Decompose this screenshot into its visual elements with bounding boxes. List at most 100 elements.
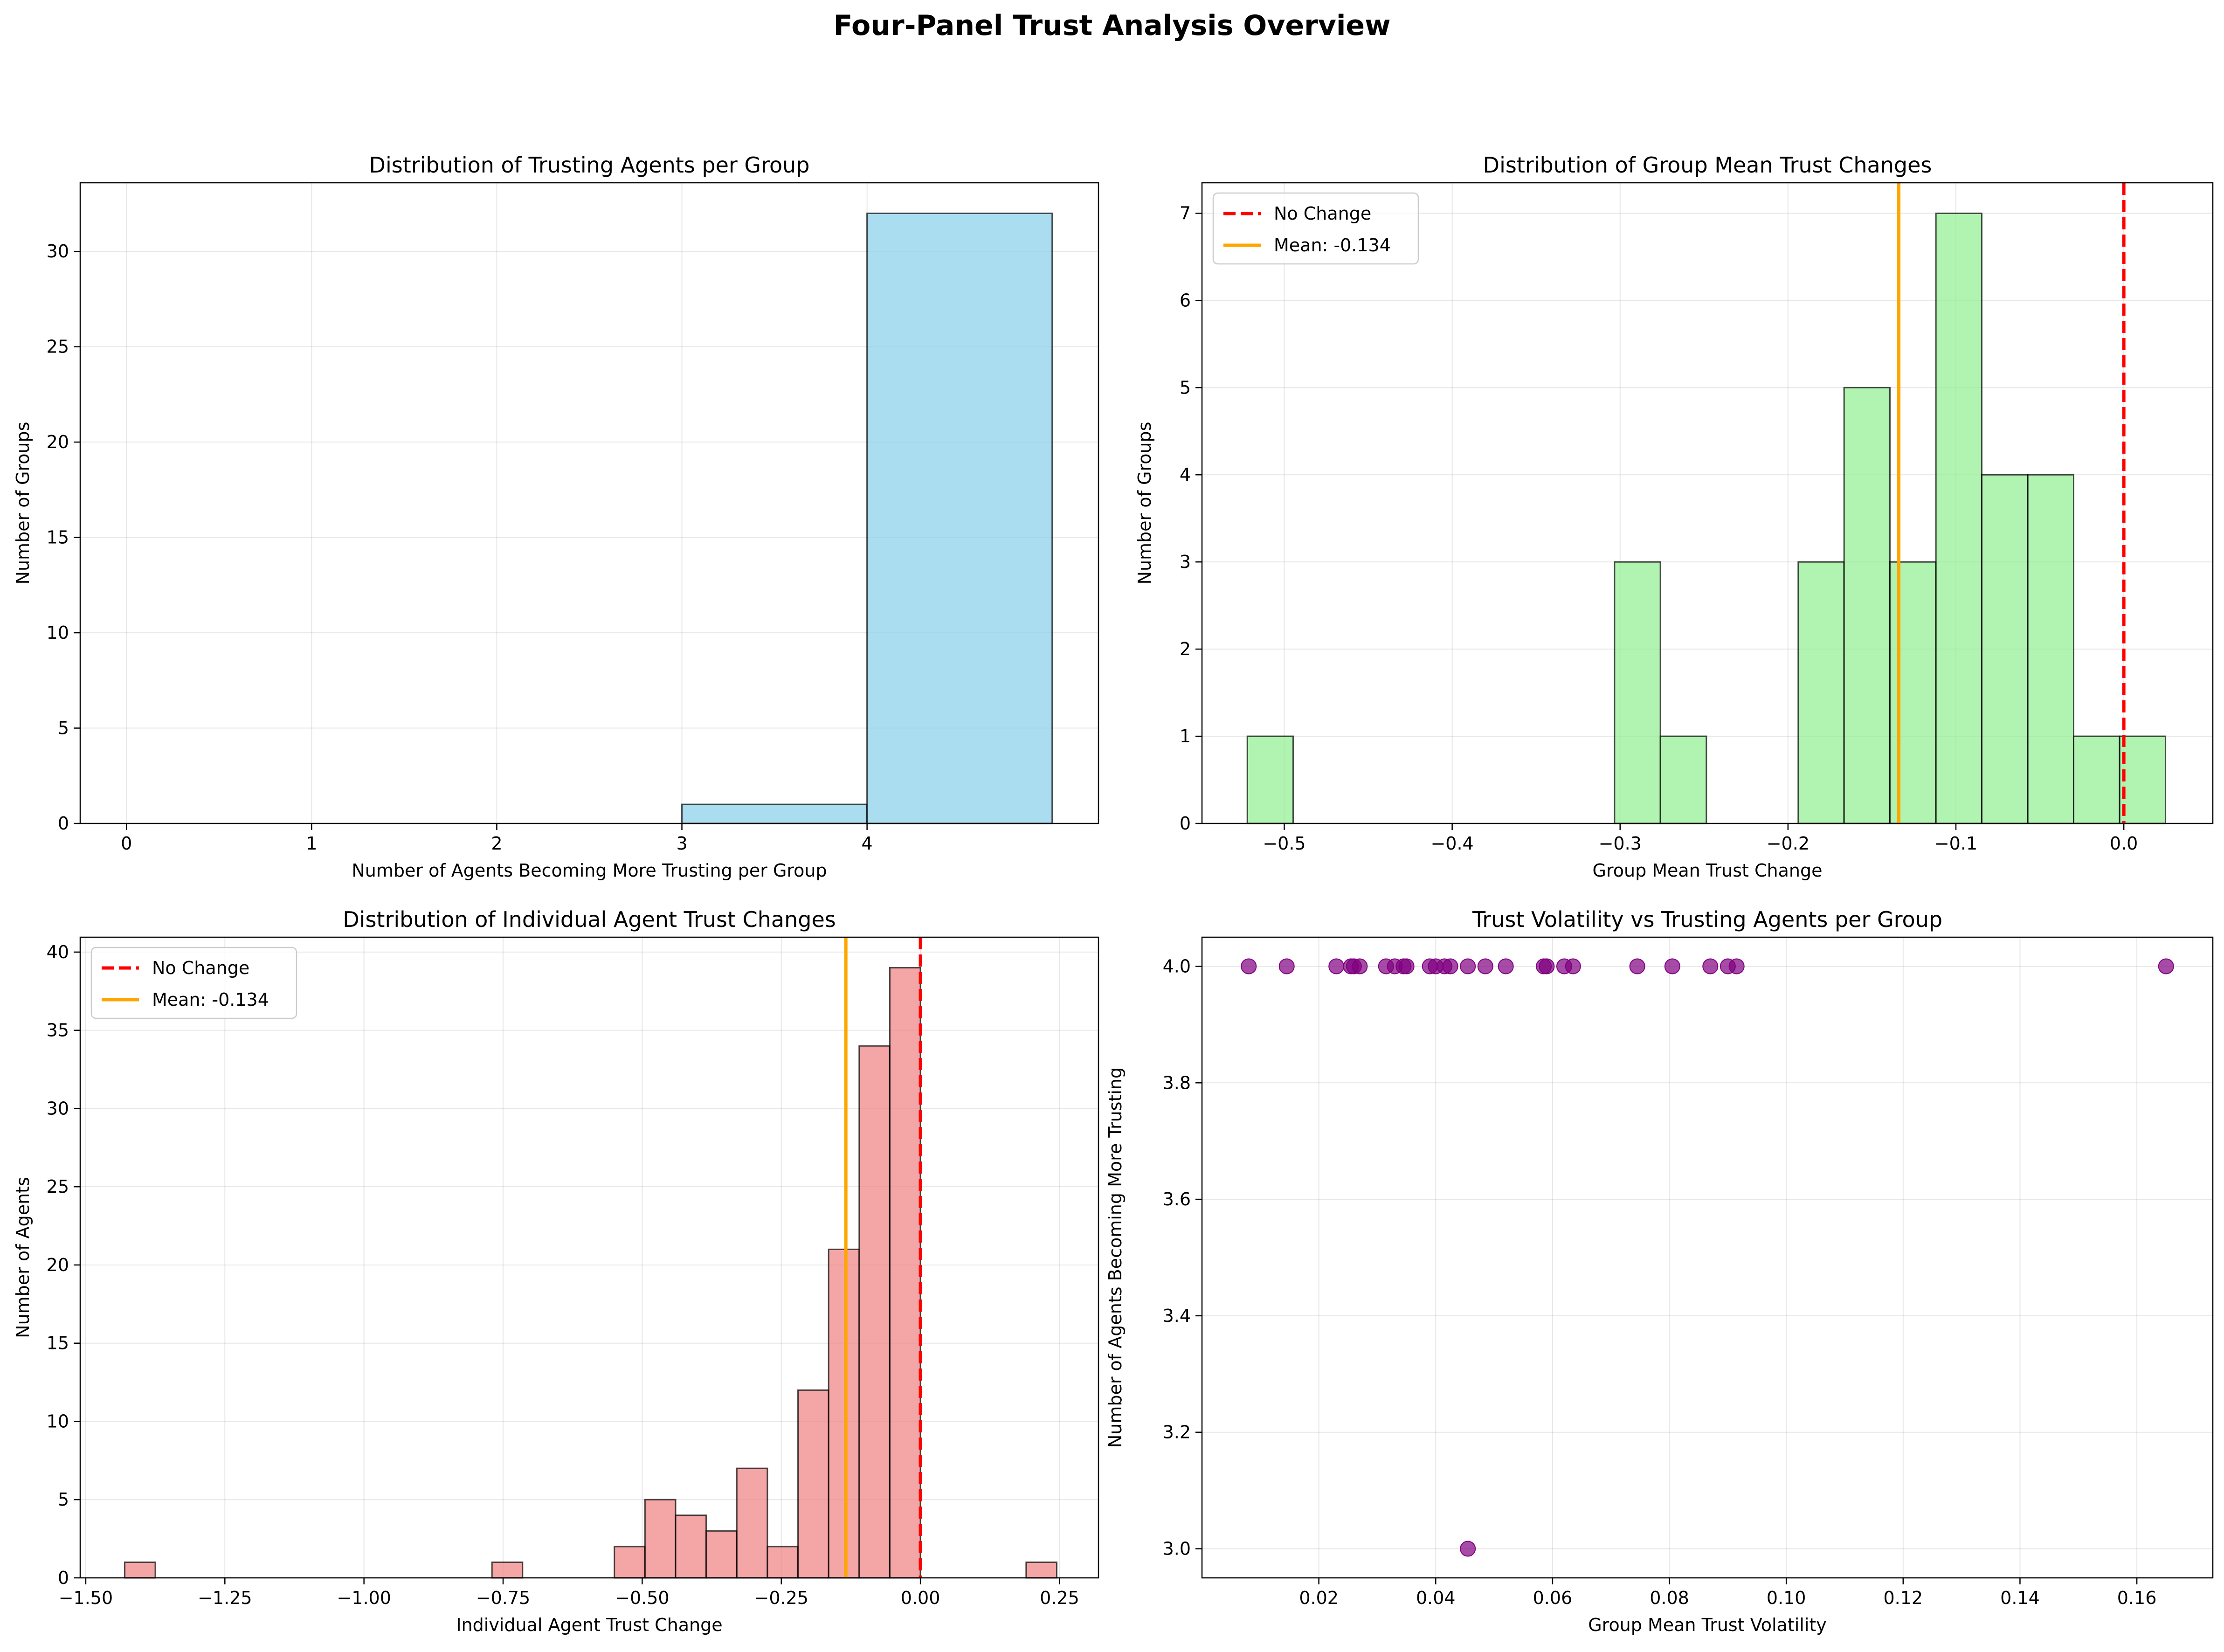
panel-title: Distribution of Individual Agent Trust C… <box>343 907 836 932</box>
x-tick-label: 0.12 <box>1884 1588 1923 1608</box>
y-tick-label: 30 <box>47 1098 69 1119</box>
x-tick-label: −0.25 <box>754 1588 808 1608</box>
x-tick-label: 0.04 <box>1416 1588 1456 1608</box>
y-tick-label: 4.0 <box>1163 956 1191 976</box>
histogram-bar <box>767 1546 799 1579</box>
histogram-bar <box>797 1389 829 1579</box>
x-tick-label: −0.5 <box>1263 833 1305 854</box>
x-tick-label: 4 <box>862 833 873 854</box>
x-tick-label: 2 <box>491 833 502 854</box>
scatter-point <box>1352 958 1368 975</box>
scatter-point <box>1565 958 1581 975</box>
axes-frame <box>79 936 1099 1579</box>
histogram-bar <box>828 1248 860 1579</box>
panel-title: Distribution of Group Mean Trust Changes <box>1483 152 1932 178</box>
histogram-bar <box>1659 735 1707 824</box>
axes-frame <box>1201 936 2214 1579</box>
y-tick-label: 3.2 <box>1163 1422 1191 1443</box>
legend-label: No Change <box>1274 203 1371 224</box>
x-tick-label: 0.25 <box>1040 1588 1079 1608</box>
y-tick-label: 3.4 <box>1163 1306 1191 1326</box>
histogram-bar <box>2027 474 2074 824</box>
y-tick-label: 5 <box>58 718 69 739</box>
scatter-point <box>1539 958 1555 975</box>
x-tick-label: 1 <box>306 833 317 854</box>
y-tick-label: 10 <box>47 622 69 643</box>
histogram-bar <box>705 1530 738 1579</box>
y-tick-label: 0 <box>58 1568 69 1588</box>
scatter-point <box>1664 958 1680 975</box>
legend-label: No Change <box>152 958 249 978</box>
y-tick-label: 5 <box>58 1489 69 1510</box>
x-tick-label: 0.02 <box>1299 1588 1339 1608</box>
y-tick-label: 3.6 <box>1163 1189 1191 1210</box>
x-tick-label: −0.3 <box>1599 833 1642 854</box>
y-tick-label: 40 <box>47 942 69 962</box>
histogram-bar <box>736 1467 768 1579</box>
x-tick-label: 0.08 <box>1650 1588 1689 1608</box>
y-tick-label: 10 <box>47 1411 69 1431</box>
legend-box <box>90 947 297 1019</box>
x-tick-label: 0.0 <box>2110 833 2138 854</box>
scatter-point <box>1328 958 1345 975</box>
legend: No Change Mean: -0.134 <box>90 947 297 1019</box>
y-tick-label: 1 <box>1180 726 1191 747</box>
scatter-point <box>1477 958 1493 975</box>
figure-title: Four-Panel Trust Analysis Overview <box>833 9 1390 42</box>
histogram-bar <box>1843 387 1891 824</box>
x-tick-label: 0.14 <box>2000 1588 2040 1608</box>
histogram-bar <box>644 1499 677 1579</box>
scatter-point <box>1728 958 1745 975</box>
y-tick-label: 4 <box>1180 464 1191 485</box>
y-axis-label: Number of Groups <box>13 422 33 585</box>
y-tick-label: 3 <box>1180 552 1191 572</box>
histogram-bar <box>2119 735 2166 824</box>
scatter-point <box>1498 958 1514 975</box>
x-tick-label: −0.2 <box>1767 833 1810 854</box>
y-tick-label: 0 <box>1180 813 1191 834</box>
histogram-bar <box>866 212 1053 824</box>
axes-frame <box>1201 182 2214 824</box>
scatter-point <box>1460 1541 1476 1557</box>
y-tick-label: 25 <box>47 1176 69 1197</box>
x-tick-label: −0.1 <box>1934 833 1977 854</box>
scatter-point <box>1702 958 1719 975</box>
panel-title: Trust Volatility vs Trusting Agents per … <box>1472 907 1942 932</box>
x-axis-label: Number of Agents Becoming More Trusting … <box>352 860 827 881</box>
x-tick-label: −1.00 <box>337 1588 391 1608</box>
x-axis-label: Group Mean Trust Volatility <box>1588 1615 1827 1635</box>
histogram-bar <box>491 1561 524 1579</box>
histogram-bar <box>2072 735 2120 824</box>
scatter-point <box>1241 958 1257 975</box>
panel-3: −1.50 −1.25 −1.00 −0.75 −0.50 −0.25 0.00 0.25 0 5… <box>13 907 1099 1635</box>
y-tick-label: 20 <box>47 432 69 452</box>
y-tick-label: 5 <box>1180 377 1191 398</box>
y-tick-label: 35 <box>47 1020 69 1041</box>
scatter-point <box>1278 958 1295 975</box>
x-axis-label: Group Mean Trust Change <box>1593 860 1823 881</box>
histogram-bar <box>1025 1561 1057 1579</box>
x-axis-label: Individual Agent Trust Change <box>456 1615 722 1635</box>
y-tick-label: 15 <box>47 1333 69 1354</box>
histogram-bar <box>675 1514 707 1579</box>
legend-label: Mean: -0.134 <box>152 989 269 1010</box>
x-tick-label: 0.16 <box>2117 1588 2157 1608</box>
histogram-bar <box>1889 561 1937 824</box>
panel-4: 0.02 0.04 0.06 0.08 0.10 0.12 0.14 0.16 3.0 3.2 3.… <box>1105 907 2214 1635</box>
x-tick-label: 0.00 <box>901 1588 940 1608</box>
x-tick-label: 0.06 <box>1533 1588 1573 1608</box>
x-tick-label: −0.50 <box>615 1588 669 1608</box>
y-tick-label: 30 <box>47 241 69 262</box>
x-tick-label: 0 <box>121 833 132 854</box>
y-axis-label: Number of Agents <box>13 1177 33 1338</box>
y-tick-label: 3.0 <box>1163 1539 1191 1559</box>
legend: No Change Mean: -0.134 <box>1212 192 1419 265</box>
y-tick-label: 3.8 <box>1163 1072 1191 1093</box>
panel-1: 0 1 2 3 4 0 5 10 15 20 25 30 Distribution of Trustin… <box>13 152 1099 881</box>
y-tick-label: 2 <box>1180 639 1191 659</box>
legend-label: Mean: -0.134 <box>1274 235 1391 256</box>
x-tick-label: 0.10 <box>1767 1588 1806 1608</box>
histogram-bar <box>124 1561 156 1579</box>
scatter-point <box>1398 958 1415 975</box>
